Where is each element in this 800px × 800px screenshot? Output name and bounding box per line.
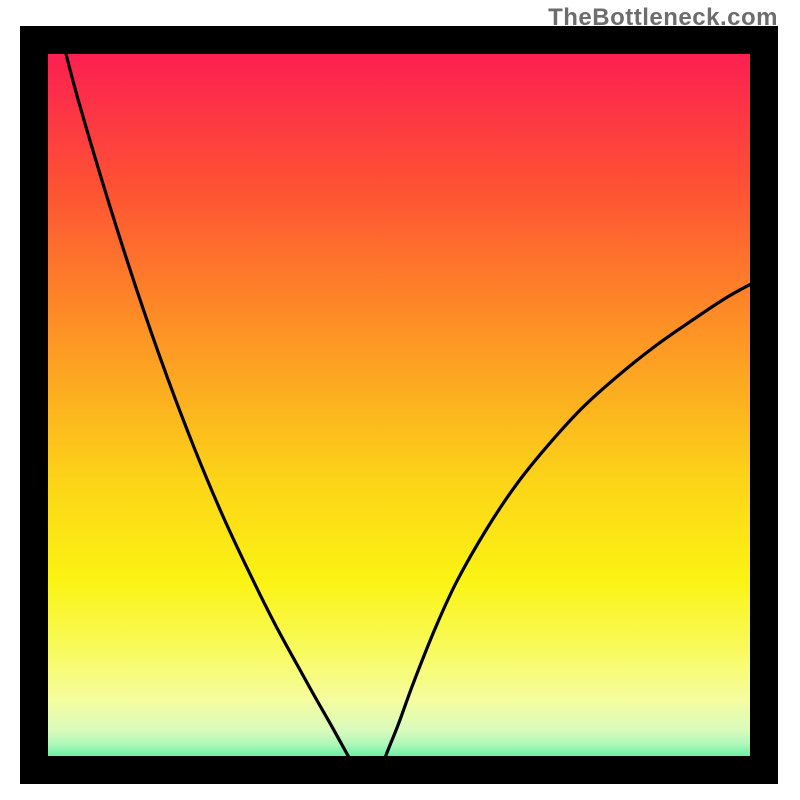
bottleneck-chart-svg [0,0,800,800]
chart-stage: TheBottleneck.com [0,0,800,800]
watermark-text: TheBottleneck.com [548,4,778,32]
gradient-background [34,40,764,770]
